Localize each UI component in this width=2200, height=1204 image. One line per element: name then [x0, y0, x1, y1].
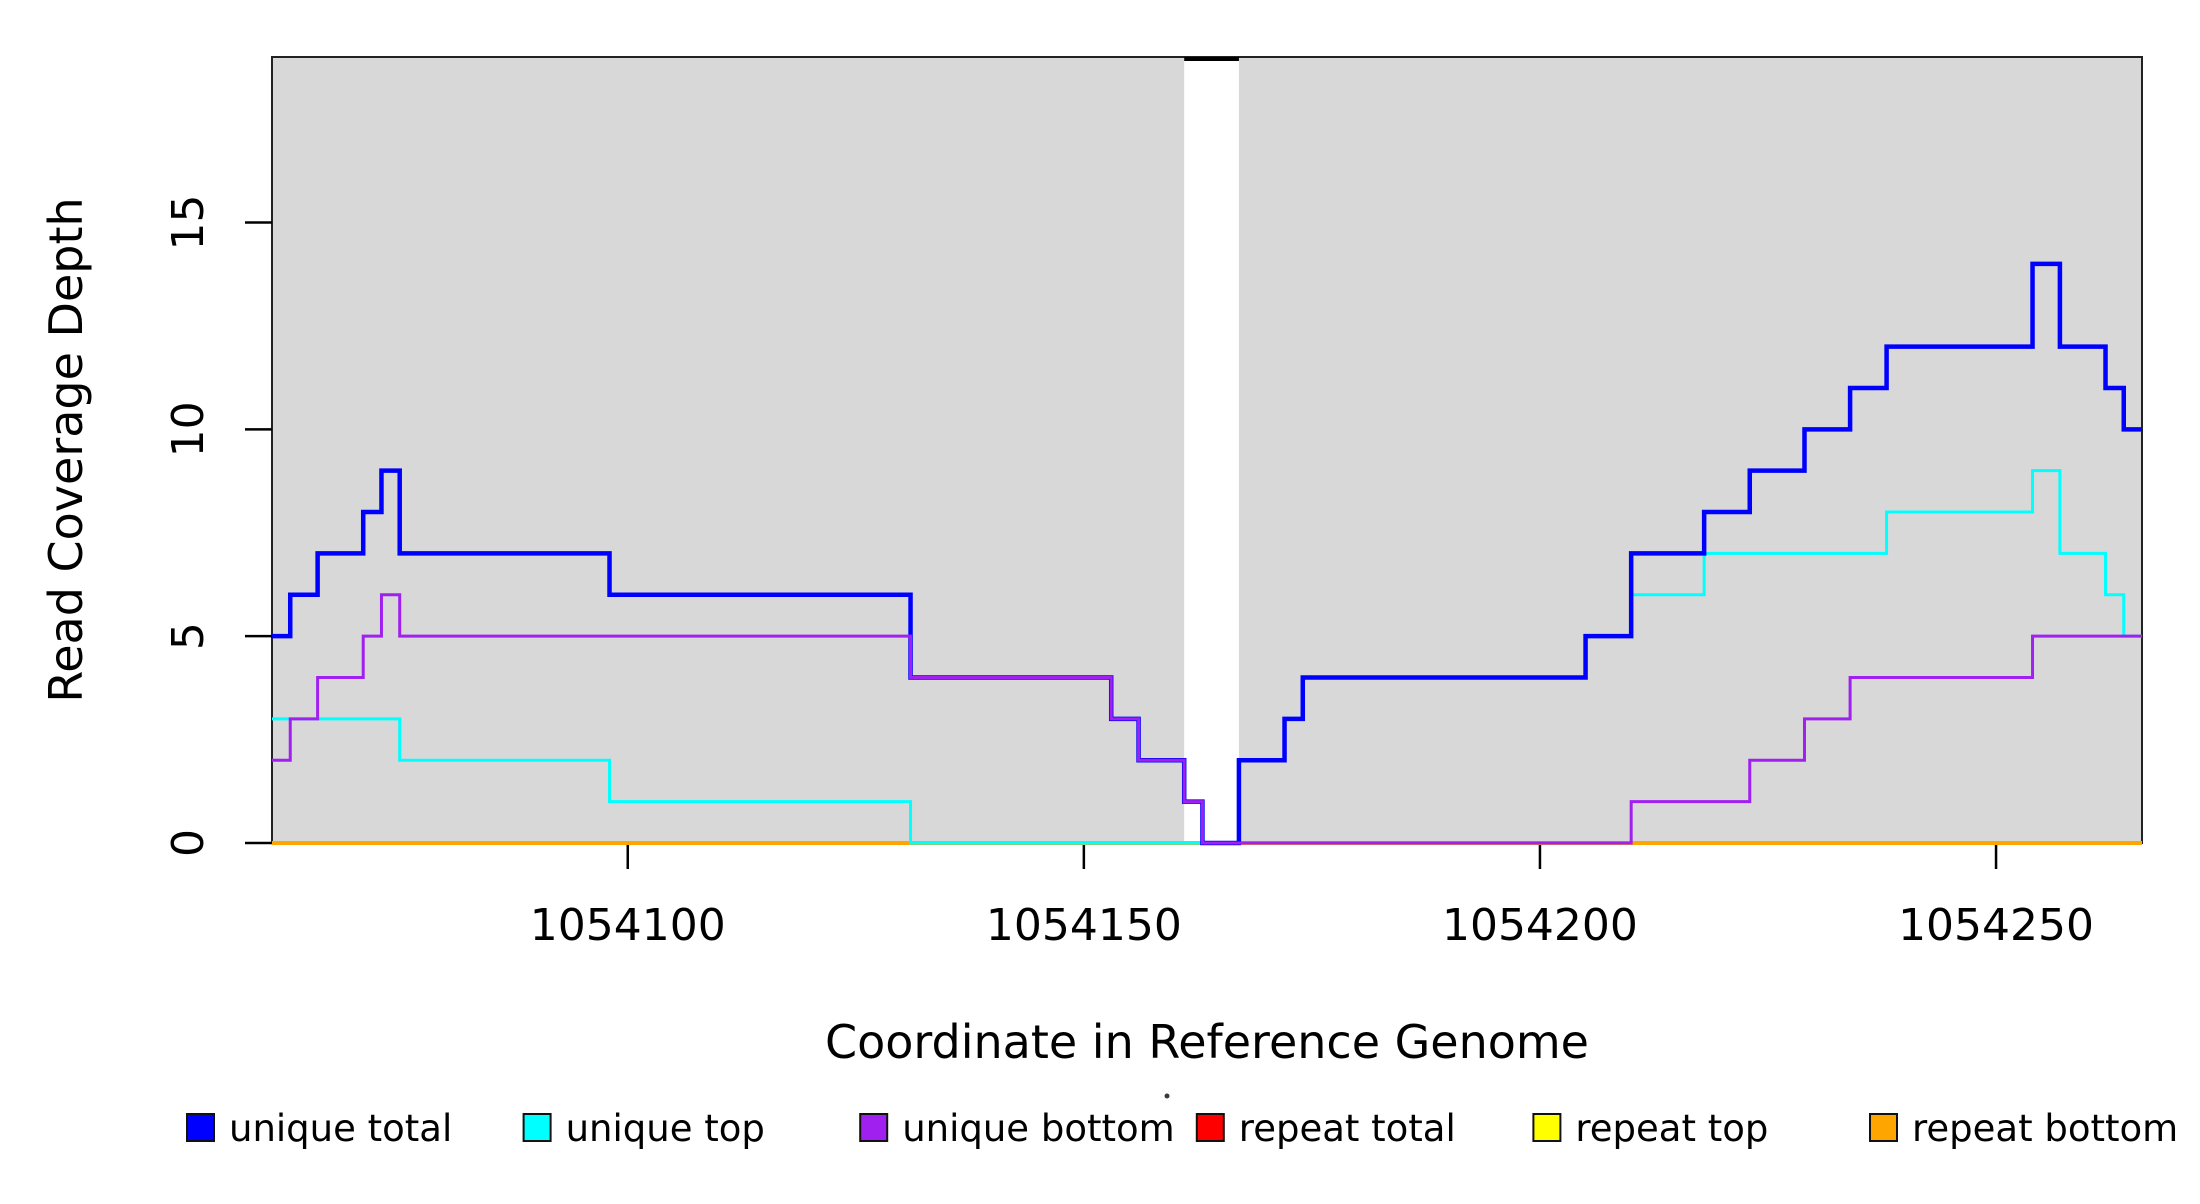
x-tick-label: 1054100 [530, 900, 726, 951]
chart-layer: 0 5 10 15 1054100 1054150 1054200 1054250 [163, 56, 2143, 951]
y-tick-label: 15 [163, 194, 214, 250]
legend-swatch-unique-top [522, 1113, 552, 1142]
x-tick-label: 1054150 [986, 900, 1182, 951]
legend-label: unique top [566, 1107, 765, 1150]
legend-swatch-unique-total [186, 1113, 215, 1142]
plot-background-panel [272, 57, 1185, 843]
legend-label: unique bottom [902, 1107, 1174, 1150]
legend-swatch-unique-bottom [859, 1113, 889, 1142]
legend-label: repeat top [1575, 1107, 1768, 1150]
y-tick-label: 0 [163, 829, 214, 857]
y-axis-title: Read Coverage Depth [39, 197, 93, 702]
x-axis-title: Coordinate in Reference Genome [825, 1015, 1589, 1069]
legend-label: repeat total [1239, 1107, 1456, 1150]
legend-label: repeat bottom [1912, 1107, 2178, 1150]
stray-dot-artifact [1164, 1093, 1170, 1099]
y-tick-label: 10 [163, 401, 214, 457]
legend-label: unique total [229, 1107, 452, 1150]
y-tick-label: 5 [163, 622, 214, 650]
x-tick-label: 1054250 [1898, 900, 2094, 951]
x-tick-label: 1054200 [1442, 900, 1638, 951]
series-unique-bottom [272, 593, 2142, 845]
legend-swatch-repeat-bottom [1869, 1113, 1898, 1142]
series-unique-total [272, 261, 2142, 846]
plot-background-panel [1238, 57, 2142, 843]
legend: unique total unique top unique bottom repea… [186, 1093, 2178, 1150]
legend-swatch-repeat-top [1532, 1113, 1562, 1142]
legend-swatch-repeat-total [1195, 1113, 1225, 1142]
